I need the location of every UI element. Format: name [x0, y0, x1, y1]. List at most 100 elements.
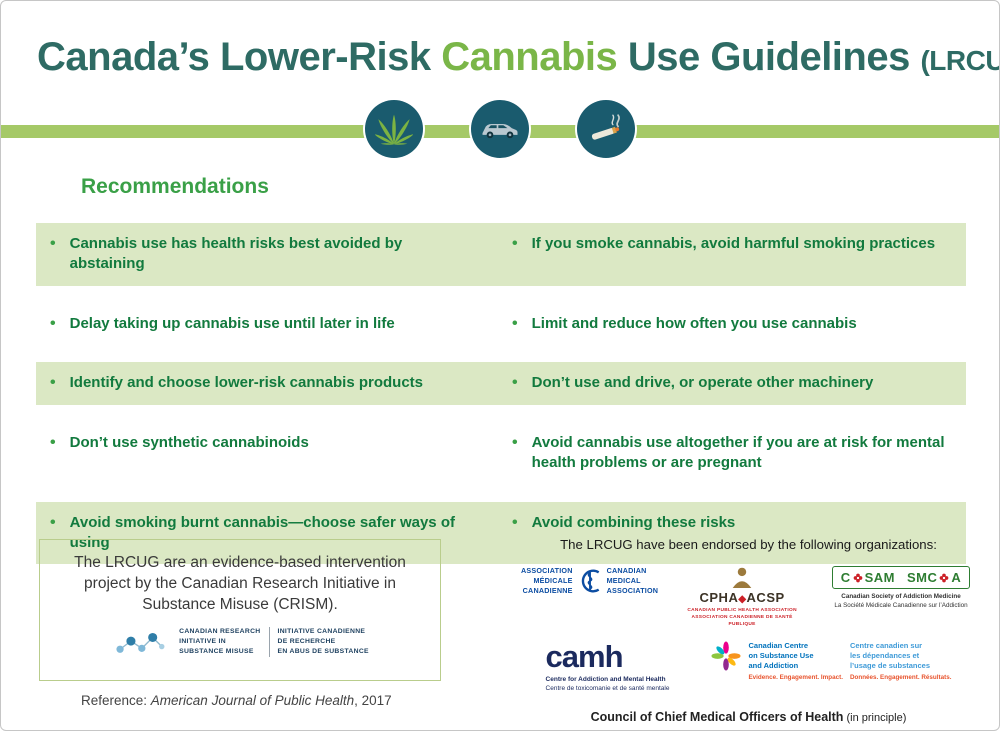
ccsa-line: Centre canadien sur [849, 640, 923, 650]
bullet [512, 433, 518, 454]
csam-letters: SMC [907, 570, 938, 585]
recommendation-text: Delay taking up cannabis use until later… [69, 314, 395, 332]
recommendation-item: Identify and choose lower-risk cannabis … [36, 373, 506, 394]
crism-logo-en: CANADIAN RESEARCH INITIATIVE IN SUBSTANC… [179, 627, 260, 657]
endorsement-logos-row1: ASSOCIATION MÉDICALE CANADIENNE CANADIAN… [521, 566, 976, 629]
diamond-icon: ◆ [738, 594, 747, 605]
flower-icon [940, 573, 949, 582]
cpha-logo: CPHA◆ACSP CANADIAN PUBLIC HEALTH ASSOCIA… [682, 566, 802, 629]
ccsa-tagline-en: Evidence. Engagement. Impact. [748, 673, 843, 681]
ccsa-logo: Canadian Centre on Substance Use and Add… [711, 641, 951, 683]
bullet [50, 513, 56, 534]
camh-logo: camh Centre for Addiction and Mental Hea… [546, 641, 670, 695]
title-highlight: Cannabis [441, 35, 618, 79]
recommendation-item: Avoid combining these risks [506, 513, 966, 554]
recommendation-text: If you smoke cannabis, avoid harmful smo… [531, 235, 936, 252]
endorsement-logos-row2: camh Centre for Addiction and Mental Hea… [521, 641, 976, 695]
camh-sub-fr: Centre de toxicomanie et de santé mental… [545, 685, 670, 693]
csam-letters: SAM [864, 570, 895, 585]
divider [268, 627, 270, 657]
reference-year: , 2017 [354, 693, 392, 708]
recommendation-item: Limit and reduce how often you use canna… [506, 314, 966, 335]
crism-logo-text: CANADIAN RESEARCH INITIATIVE IN SUBSTANC… [179, 627, 369, 657]
council-endorsement: Council of Chief Medical Officers of Hea… [521, 710, 976, 724]
camh-subtitle: Centre for Addiction and Mental Health C… [546, 675, 670, 695]
ccsa-line: on Substance Use [748, 650, 814, 660]
ccsa-line: and Addiction [748, 660, 799, 670]
recommendation-item: Don’t use and drive, or operate other ma… [506, 373, 966, 394]
crism-logo-line: SUBSTANCE MISUSE [179, 647, 254, 655]
recommendation-item: Delay taking up cannabis use until later… [36, 314, 506, 335]
car-badge [471, 100, 529, 158]
crism-description: The LRCUG are an evidence-based interven… [74, 554, 406, 613]
ccsa-line: l’usage de substances [849, 660, 931, 670]
recommendation-item: Don’t use synthetic cannabinoids [36, 433, 506, 474]
cpha-subtitle: CANADIAN PUBLIC HEALTH ASSOCIATION ASSOC… [682, 607, 802, 629]
crism-logo-line: INITIATIVE CANADIENNE [277, 628, 366, 635]
cma-line: CANADIAN [606, 566, 647, 575]
cma-line: CANADIENNE [522, 586, 573, 596]
recommendation-row: Cannabis use has health risks best avoid… [36, 223, 966, 286]
title-part2: Use Guidelines [617, 35, 921, 79]
camh-sub-en: Centre for Addiction and Mental Health [545, 675, 666, 683]
bullet [50, 314, 56, 335]
ccsa-tagline-fr: Données. Engagement. Résultats. [849, 673, 952, 681]
crism-logo-line: DE RECHERCHE [277, 637, 336, 645]
crism-logo-line: CANADIAN RESEARCH [179, 628, 261, 635]
council-name: Council of Chief Medical Officers of Hea… [590, 710, 844, 725]
cannabis-leaf-icon [375, 114, 413, 145]
recommendation-row: Avoid smoking burnt cannabis—choose safe… [36, 501, 966, 565]
camh-wordmark: camh [545, 638, 624, 674]
recommendation-text: Avoid combining these risks [531, 513, 736, 531]
cpha-sub-en: CANADIAN PUBLIC HEALTH ASSOCIATION [687, 608, 797, 613]
csam-sub-en: Canadian Society of Addiction Medicine [841, 593, 961, 600]
bullet [50, 433, 56, 454]
cma-logo: ASSOCIATION MÉDICALE CANADIENNE CANADIAN… [521, 566, 658, 596]
flower-icon [853, 573, 862, 582]
crism-box: The LRCUG are an evidence-based interven… [39, 539, 441, 681]
pinwheel-icon [711, 641, 742, 671]
recommendation-text: Avoid cannabis use altogether if you are… [531, 434, 945, 472]
cannabis-leaf-badge [365, 100, 423, 158]
recommendation-row: Don’t use synthetic cannabinoids Avoid c… [36, 422, 966, 485]
bullet [512, 513, 518, 534]
csam-logo: C SAM SMC A Canadian Society of Add [826, 566, 976, 611]
csam-sub-fr: La Société Médicale Canadienne sur l’Add… [834, 602, 968, 610]
cma-text-en: CANADIAN MEDICAL ASSOCIATION [607, 566, 659, 596]
recommendation-item: If you smoke cannabis, avoid harmful smo… [506, 234, 966, 275]
cpha-name: CPHA◆ACSP [700, 590, 785, 605]
recommendation-row: Delay taking up cannabis use until later… [36, 303, 966, 346]
reference-label: Reference: [81, 693, 151, 708]
cma-line: ASSOCIATION [521, 566, 573, 575]
recommendations-heading: Recommendations [81, 175, 269, 198]
reference-line: Reference: American Journal of Public He… [81, 693, 392, 708]
smoking-badge [577, 100, 635, 158]
bullet [50, 234, 56, 255]
recommendations-list: Cannabis use has health risks best avoid… [36, 223, 966, 565]
recommendation-text: Cannabis use has health risks best avoid… [69, 235, 403, 273]
crism-logo: CANADIAN RESEARCH INITIATIVE IN SUBSTANC… [60, 626, 420, 658]
csam-wordmark: C SAM SMC A [831, 566, 971, 589]
title-part1: Canada’s Lower-Risk [37, 35, 442, 79]
joint-smoke-icon [591, 114, 620, 140]
crism-logo-fr: INITIATIVE CANADIENNE DE RECHERCHE EN AB… [278, 627, 369, 657]
crism-logo-line: INITIATIVE IN [179, 637, 226, 645]
cpha-acronym-en: CPHA [699, 590, 739, 605]
recommendation-row: Identify and choose lower-risk cannabis … [36, 362, 966, 406]
endorsements-heading: The LRCUG have been endorsed by the foll… [560, 537, 937, 552]
csam-letter: A [951, 570, 962, 585]
ccsa-line: les dépendances et [849, 650, 920, 660]
cma-line: MEDICAL [606, 576, 641, 586]
csam-letter: C [840, 570, 851, 585]
recommendation-text: Avoid smoking burnt cannabis—choose safe… [69, 513, 455, 551]
recommendation-item: Avoid smoking burnt cannabis—choose safe… [36, 513, 506, 554]
cma-line: ASSOCIATION [606, 586, 659, 596]
crism-logo-line: EN ABUS DE SUBSTANCE [277, 647, 369, 655]
molecule-icon [116, 632, 165, 653]
csam-subtitle: Canadian Society of Addiction Medicine L… [834, 592, 967, 611]
endorsements-section: The LRCUG have been endorsed by the foll… [521, 537, 976, 724]
title-abbrev: (LRCUG) [920, 45, 999, 76]
car-icon [482, 124, 518, 139]
recommendation-item: Avoid cannabis use altogether if you are… [506, 433, 966, 474]
